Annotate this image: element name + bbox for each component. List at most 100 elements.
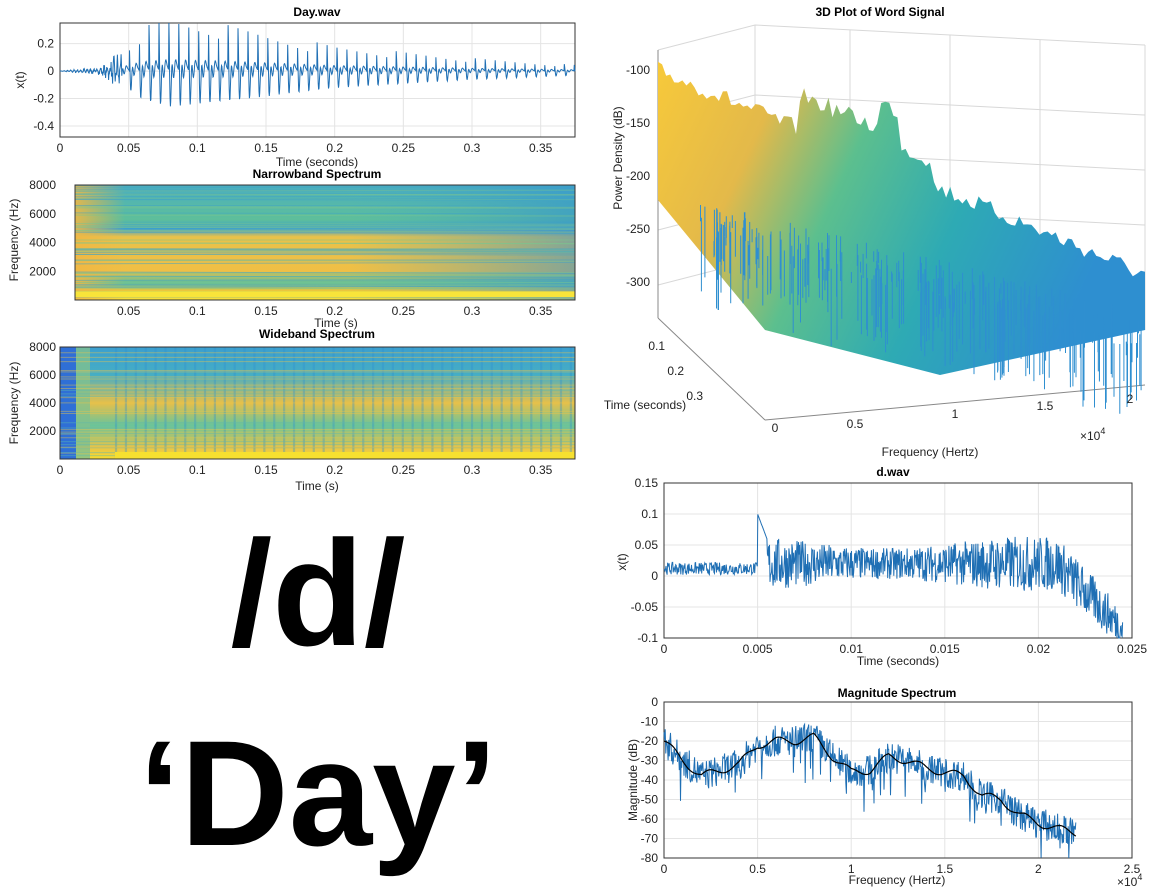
magnitude-axes [663, 701, 1133, 859]
wideband-title: Wideband Spectrum [259, 327, 375, 341]
spectrogram-streak [75, 228, 575, 231]
wideband-x-tick-label: 0.3 [464, 463, 481, 477]
day-wave-y-tick-label: 0 [47, 64, 54, 78]
spectrogram-streak [75, 279, 575, 281]
day-wave-y-tick-label: -0.2 [33, 92, 54, 106]
spectrogram-stripe [134, 347, 137, 459]
spectrogram-stripe [500, 347, 503, 459]
wideband-heatmap [60, 347, 575, 459]
d-wave-x-tick-label: 0.025 [1117, 642, 1147, 656]
narrowband-axes [74, 184, 576, 301]
day-wave-x-tick-label: 0.05 [117, 141, 141, 155]
d-wave-xlabel: Time (seconds) [857, 654, 939, 668]
d-wave-x-tick-label: 0.015 [930, 642, 960, 656]
spectrogram-stripe [362, 347, 365, 459]
spectrogram-stripe [510, 347, 513, 459]
wideband-x-tick-label: 0.2 [326, 463, 343, 477]
d-wave-axes [663, 482, 1133, 639]
narrowband-x-tick-label: 0.35 [529, 304, 553, 318]
narrowband-y-tick-label: 6000 [29, 207, 56, 221]
spectrogram-stripe [490, 347, 493, 459]
wideband-yticks: 8000 6000 4000 2000 [29, 340, 56, 438]
wideband-y-tick-label: 4000 [29, 396, 56, 410]
spectrogram-stripe [322, 347, 325, 459]
spectrogram-stripe [352, 347, 355, 459]
spectrogram-streak [75, 212, 575, 215]
d-wave-y-tick-label: 0.1 [641, 507, 658, 521]
spectrogram-streak [75, 230, 575, 233]
d-wave-x-tick-label: 0.02 [1027, 642, 1051, 656]
spectrogram-stripe [263, 347, 266, 459]
narrowband-yticks: 8000 6000 4000 2000 [29, 178, 56, 278]
d-wave-y-tick-label: -0.1 [637, 631, 658, 645]
spectrogram-stripe [550, 347, 553, 459]
day-wave-line [59, 22, 576, 107]
narrowband-x-tick-label: 0.25 [392, 304, 416, 318]
spectrogram-stripe [342, 347, 345, 459]
spectrogram-stripe [233, 347, 236, 459]
wideband-x-tick-label: 0.35 [529, 463, 553, 477]
spectrogram-stripe [312, 347, 315, 459]
narrowband-x-tick-label: 0.1 [189, 304, 206, 318]
spectrogram-stripe [302, 347, 306, 459]
d-wave-title: d.wav [876, 465, 910, 479]
day-wave-title: Day.wav [293, 5, 340, 19]
surface3d-freq-exponent: ×104 [1080, 426, 1105, 443]
spectrogram-streak [75, 194, 575, 196]
magnitude-y-tick-label: -50 [641, 793, 659, 807]
d-wave-y-tick-label: 0.15 [635, 476, 659, 490]
d-wave-y-tick-label: 0.05 [635, 538, 659, 552]
day-wave-xticks: 0 0.05 0.1 0.15 0.2 0.25 0.3 0.35 [57, 141, 553, 155]
phoneme-text: /d/ [231, 509, 406, 677]
spectrogram-stripe [203, 347, 207, 459]
spectrogram-streak [75, 284, 575, 288]
day-wave-x-tick-label: 0.2 [326, 141, 343, 155]
surface3d-zlabel: Power Density (dB) [611, 106, 625, 209]
spectrogram-stripe [124, 347, 128, 459]
surface3d-origin-tick: 0 [772, 421, 779, 435]
day-wave-x-tick-label: 0 [57, 141, 64, 155]
surface3d-freq-tick-label: 2 [1127, 392, 1134, 406]
magnitude-xlabel: Frequency (Hertz) [849, 873, 946, 887]
spectrogram-streak [75, 231, 575, 234]
surface3d-time-tick-label: 0.2 [667, 364, 684, 378]
day-wave-axes [59, 22, 576, 138]
surface3d-z-tick-label: -150 [626, 116, 650, 130]
d-wave-y-tick-label: 0 [651, 569, 658, 583]
spectrogram-stripe [213, 347, 217, 459]
magnitude-yticks: 0 -10 -20 -30 -40 -50 -60 -70 -80 [641, 695, 659, 865]
surface3d-z-tick-label: -100 [626, 63, 650, 77]
day-wave-x-tick-label: 0.15 [254, 141, 278, 155]
wideband-axes [59, 346, 576, 460]
spectrogram-stripe [154, 347, 157, 459]
d-wave-x-tick-label: 0.01 [840, 642, 864, 656]
spectrogram-streak [75, 206, 575, 208]
spectrogram-streak [75, 242, 575, 245]
spectrogram-streak [75, 287, 575, 290]
spectrogram-stripe [332, 347, 335, 459]
spectrogram-stripe [530, 347, 533, 459]
spectrogram-streak [75, 271, 575, 275]
spectrogram-streak [75, 198, 575, 200]
spectrogram-stripe [540, 347, 543, 459]
magnitude-x-exponent: ×104 [1117, 872, 1142, 889]
spectrogram-stripe [421, 347, 424, 459]
wideband-panel: Wideband Spectrum 0 0.05 0.1 0.15 0.2 0.25 0.3… [7, 327, 576, 493]
surface3d-ylabel: Time (seconds) [604, 398, 686, 412]
spectrogram-stripe [461, 347, 464, 459]
wideband-x-tick-label: 0.05 [117, 463, 141, 477]
narrowband-x-tick-label: 0.2 [326, 304, 343, 318]
spectrogram-streak [75, 253, 575, 256]
spectrogram-stripe [411, 347, 414, 459]
magnitude-x-tick-label: 0.5 [749, 862, 766, 876]
day-wave-x-tick-label: 0.35 [529, 141, 553, 155]
spectrogram-stripe [470, 347, 474, 459]
d-wave-x-tick-label: 0 [661, 642, 668, 656]
narrowband-x-tick-label: 0.3 [464, 304, 481, 318]
spectrogram-stripe [223, 347, 226, 459]
wideband-y-tick-label: 8000 [29, 340, 56, 354]
spectrogram-stripe [194, 347, 197, 459]
wideband-x-tick-label: 0 [57, 463, 64, 477]
surface3d-freq-tick-label: 1 [952, 407, 959, 421]
